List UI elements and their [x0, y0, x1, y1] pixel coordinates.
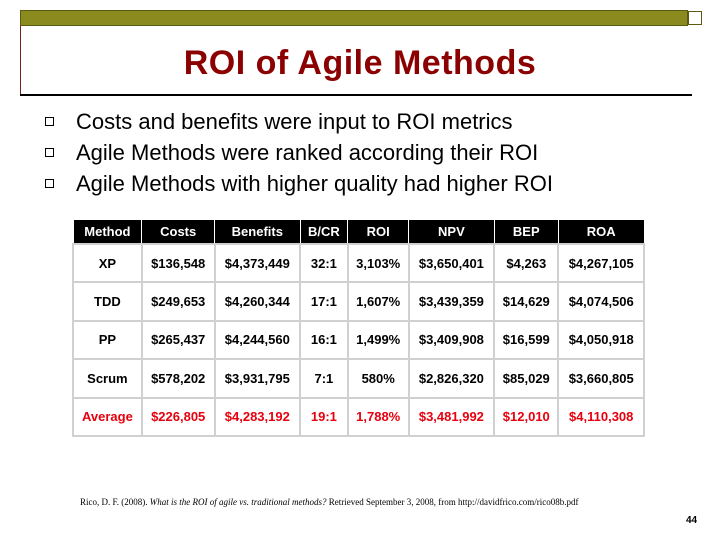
roi-table: Method Costs Benefits B/CR ROI NPV BEP R… — [72, 219, 645, 438]
table-cell: $3,481,992 — [407, 396, 496, 438]
table-cell: $4,244,560 — [213, 319, 302, 361]
bullet-item: Agile Methods with higher quality had hi… — [45, 168, 553, 199]
citation-title: What is the ROI of agile vs. traditional… — [149, 497, 327, 507]
table-cell: 16:1 — [299, 319, 349, 361]
column-header: BEP — [493, 219, 559, 245]
column-header: B/CR — [299, 219, 349, 245]
citation: Rico, D. F. (2008). What is the ROI of a… — [80, 497, 578, 507]
square-bullet-icon — [45, 148, 54, 157]
table-cell: $4,260,344 — [213, 281, 302, 322]
table-cell: $136,548 — [140, 242, 216, 284]
table-cell: $3,409,908 — [407, 319, 496, 361]
table-cell: PP — [72, 319, 143, 361]
table-cell: Scrum — [72, 358, 143, 399]
column-header: Method — [72, 219, 143, 245]
table-row: PP $265,437 $4,244,560 16:1 1,499% $3,40… — [72, 319, 645, 361]
table-cell: Average — [72, 396, 143, 438]
table-cell: $578,202 — [140, 358, 216, 399]
table-cell: $4,263 — [493, 242, 560, 284]
table-cell: $4,267,105 — [557, 242, 645, 284]
bullet-text: Costs and benefits were input to ROI met… — [76, 108, 513, 134]
table-cell: $12,010 — [493, 396, 560, 438]
table-cell: $3,650,401 — [407, 242, 496, 284]
table-row: TDD $249,653 $4,260,344 17:1 1,607% $3,4… — [72, 281, 645, 322]
table-cell: 19:1 — [299, 396, 349, 438]
table-cell: $226,805 — [140, 396, 216, 438]
table-cell: $4,050,918 — [557, 319, 645, 361]
table-cell: $14,629 — [493, 281, 560, 322]
table-cell: $4,283,192 — [213, 396, 302, 438]
top-decorative-bar — [20, 10, 688, 26]
table-cell: $2,826,320 — [407, 358, 496, 399]
bullet-text: Agile Methods with higher quality had hi… — [76, 170, 553, 196]
table-cell: 7:1 — [299, 358, 349, 399]
slide-title: ROI of Agile Methods — [183, 44, 537, 82]
table-cell: 1,499% — [346, 319, 410, 361]
column-header: ROI — [347, 219, 410, 245]
citation-suffix: Retrieved September 3, 2008, from http:/… — [326, 497, 579, 507]
bullet-item: Costs and benefits were input to ROI met… — [45, 106, 553, 137]
top-decorative-box — [688, 11, 702, 25]
table-cell: 32:1 — [299, 242, 349, 284]
table-cell: TDD — [72, 281, 143, 322]
table-row: Scrum $578,202 $3,931,795 7:1 580% $2,82… — [72, 358, 645, 399]
table-cell: $16,599 — [493, 319, 560, 361]
table-cell: $265,437 — [140, 319, 216, 361]
table-cell: 580% — [346, 358, 410, 399]
page-number: 44 — [686, 515, 698, 526]
citation-prefix: Rico, D. F. (2008). — [80, 497, 150, 507]
table-cell: 3,103% — [346, 242, 410, 284]
title-rule — [20, 94, 692, 96]
table-header-row: Method Costs Benefits B/CR ROI NPV BEP R… — [72, 219, 645, 245]
bullet-item: Agile Methods were ranked according thei… — [45, 137, 553, 168]
table-cell: $4,110,308 — [557, 396, 645, 438]
square-bullet-icon — [45, 117, 54, 126]
table-cell: $85,029 — [493, 358, 560, 399]
table-cell: 1,788% — [346, 396, 410, 438]
table-cell: $249,653 — [140, 281, 216, 322]
table-cell: 17:1 — [299, 281, 349, 322]
column-header: Benefits — [214, 219, 301, 245]
table-cell: 1,607% — [346, 281, 410, 322]
column-header: Costs — [141, 219, 216, 245]
column-header: ROA — [557, 219, 645, 245]
table-cell: $3,931,795 — [213, 358, 302, 399]
table-cell: $4,074,506 — [557, 281, 645, 322]
table-row-average: Average $226,805 $4,283,192 19:1 1,788% … — [72, 396, 645, 438]
table-cell: XP — [72, 242, 143, 284]
left-decorative-line — [20, 26, 21, 96]
table-cell: $4,373,449 — [213, 242, 302, 284]
table-cell: $3,439,359 — [407, 281, 496, 322]
table-row: XP $136,548 $4,373,449 32:1 3,103% $3,65… — [72, 242, 645, 284]
bullet-text: Agile Methods were ranked according thei… — [76, 139, 539, 165]
square-bullet-icon — [45, 179, 54, 188]
bullet-list: Costs and benefits were input to ROI met… — [45, 106, 553, 199]
column-header: NPV — [408, 219, 495, 245]
table-cell: $3,660,805 — [557, 358, 645, 399]
